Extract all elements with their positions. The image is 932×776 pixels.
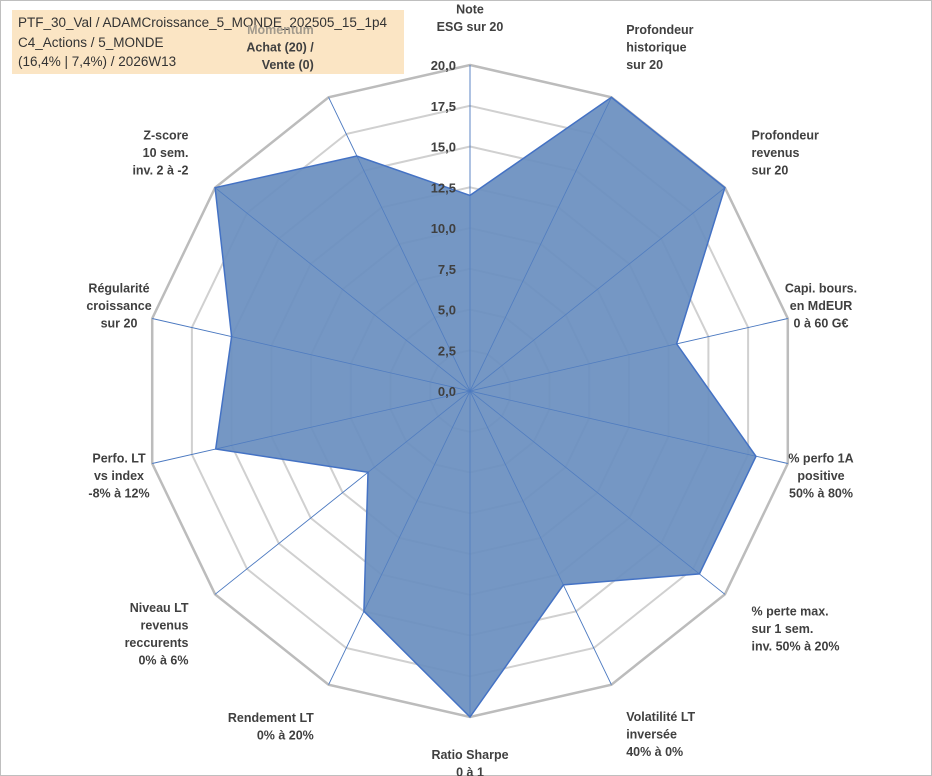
axis-label-1-line-1: Note: [456, 3, 484, 17]
axis-label-10-line-4: 0% à 6%: [138, 654, 188, 668]
axis-label-5-line-3: 50% à 80%: [789, 486, 853, 500]
value-spoke-12: [231, 336, 471, 392]
axis-label-8-line-1: Ratio Sharpe: [431, 748, 508, 762]
axis-label-13-line-3: inv. 2 à -2: [132, 164, 188, 178]
axis-label-1: Note ESG sur 20: [437, 3, 504, 35]
tick-label-5: 12,5: [431, 180, 456, 195]
axis-label-1-line-2: ESG sur 20: [437, 20, 504, 34]
axis-label-8-line-2: 0 à 1: [456, 766, 484, 776]
radar-axis-labels: Note ESG sur 20 Profondeur historique sur 20…: [86, 3, 857, 776]
value-spoke-4: [469, 343, 677, 392]
axis-label-6-line-3: inv. 50% à 20%: [752, 639, 840, 653]
axis-label-5-line-2: positive: [797, 469, 844, 483]
value-spoke-11: [215, 390, 471, 450]
value-spoke-3: [469, 187, 726, 392]
value-spoke-6: [469, 390, 700, 575]
axis-label-12-line-2: croissance: [86, 299, 151, 313]
value-spoke-13: [214, 187, 471, 392]
tick-label-6: 15,0: [431, 140, 456, 155]
axis-label-7-line-1: Volatilité LT: [626, 710, 695, 724]
axis-label-6-line-1: % perte max.: [752, 604, 829, 618]
axis-label-11: Perfo. LT vs index -8% à 12%: [88, 451, 149, 500]
axis-label-13-line-2: 10 sem.: [143, 146, 189, 160]
value-spoke-10: [367, 390, 471, 473]
axis-label-2-line-3: sur 20: [626, 58, 663, 72]
axis-label-7-line-3: 40% à 0%: [626, 745, 683, 759]
axis-label-11-line-2: vs index: [94, 469, 144, 483]
value-spoke-2: [469, 97, 612, 392]
axis-label-7: Volatilité LT inversée 40% à 0%: [626, 710, 695, 759]
axis-label-5-line-1: % perfo 1A: [788, 451, 853, 465]
axis-label-14-line-2: Achat (20) /: [246, 40, 314, 54]
chart-title-line-3: (16,4% | 7,4%) / 2026W13: [18, 54, 177, 69]
axis-label-13: Z-score 10 sem. inv. 2 à -2: [132, 129, 188, 178]
axis-label-3-line-1: Profondeur: [752, 129, 819, 143]
axis-label-14-line-1: Momentum: [247, 23, 314, 37]
tick-label-7: 17,5: [431, 99, 456, 114]
tick-label-0: 0,0: [438, 384, 456, 399]
axis-label-9: Rendement LT 0% à 20%: [228, 711, 314, 743]
axis-label-14: Momentum Achat (20) / Vente (0): [246, 23, 314, 72]
axis-label-12: Régularité croissance sur 20: [86, 282, 151, 331]
axis-label-3-line-3: sur 20: [752, 164, 789, 178]
value-spoke-5: [469, 390, 757, 457]
axis-label-4: Capi. bours. en MdEUR 0 à 60 G€: [785, 282, 857, 331]
axis-label-11-line-3: -8% à 12%: [88, 486, 149, 500]
axis-label-3: Profondeur revenus sur 20: [752, 129, 819, 178]
tick-label-1: 2,5: [438, 343, 456, 358]
axis-label-12-line-3: sur 20: [101, 317, 138, 331]
axis-label-13-line-1: Z-score: [143, 129, 188, 143]
axis-label-2-line-1: Profondeur: [626, 23, 693, 37]
chart-title-line-1: PTF_30_Val / ADAMCroissance_5_MONDE_2025…: [18, 15, 387, 30]
value-spoke-7: [469, 390, 564, 586]
radar-data: [214, 96, 757, 719]
axis-label-12-line-1: Régularité: [88, 282, 149, 296]
axis-label-8: Ratio Sharpe 0 à 1: [431, 748, 508, 776]
series-area: [214, 96, 757, 719]
axis-label-9-line-2: 0% à 20%: [257, 729, 314, 743]
axis-label-9-line-1: Rendement LT: [228, 711, 314, 725]
axis-label-2: Profondeur historique sur 20: [626, 23, 693, 72]
radar-tick-labels: 0,0 2,5 5,0 7,5 10,0 12,5 15,0 17,5 20,0: [431, 58, 456, 399]
axis-label-10-line-3: reccurents: [125, 636, 189, 650]
value-spoke-14: [356, 155, 471, 392]
tick-label-3: 7,5: [438, 262, 456, 277]
axis-label-11-line-1: Perfo. LT: [92, 451, 146, 465]
axis-label-10-line-1: Niveau LT: [130, 601, 189, 615]
axis-label-4-line-3: 0 à 60 G€: [794, 317, 849, 331]
tick-label-2: 5,0: [438, 303, 456, 318]
value-spoke-9: [363, 390, 471, 612]
tick-label-4: 10,0: [431, 221, 456, 236]
chart-title-box: PTF_30_Val / ADAMCroissance_5_MONDE_2025…: [12, 10, 404, 74]
tick-label-8: 20,0: [431, 58, 456, 73]
chart-title-line-2: C4_Actions / 5_MONDE: [18, 34, 164, 50]
axis-label-14-line-3: Vente (0): [262, 58, 314, 72]
axis-label-10: Niveau LT revenus reccurents 0% à 6%: [125, 601, 189, 668]
axis-label-6: % perte max. sur 1 sem. inv. 50% à 20%: [752, 604, 840, 653]
axis-label-5: % perfo 1A positive 50% à 80%: [788, 451, 853, 500]
axis-label-7-line-2: inversée: [626, 728, 677, 742]
axis-label-2-line-2: historique: [626, 40, 686, 54]
axis-label-3-line-2: revenus: [752, 146, 800, 160]
axis-label-10-line-2: revenus: [141, 619, 189, 633]
axis-label-4-line-2: en MdEUR: [790, 299, 853, 313]
axis-label-4-line-1: Capi. bours.: [785, 282, 857, 296]
axis-label-6-line-2: sur 1 sem.: [752, 622, 814, 636]
